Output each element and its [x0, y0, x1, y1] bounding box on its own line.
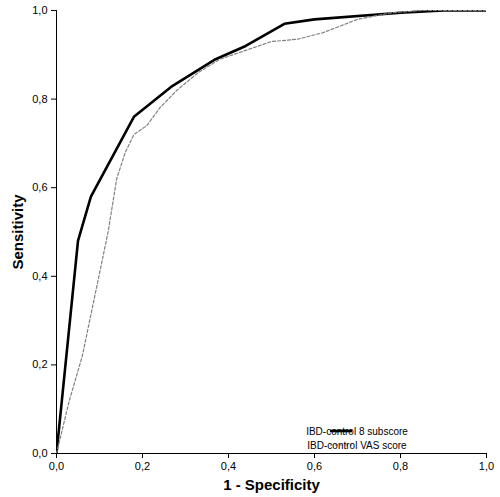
- svg-text:IBD-control VAS score: IBD-control VAS score: [307, 440, 407, 451]
- svg-text:0,4: 0,4: [221, 460, 236, 472]
- svg-text:0,4: 0,4: [32, 270, 47, 282]
- svg-text:0,8: 0,8: [393, 460, 408, 472]
- svg-text:1,0: 1,0: [32, 4, 47, 16]
- svg-text:0,2: 0,2: [32, 358, 47, 370]
- svg-text:IBD-control 8 subscore: IBD-control 8 subscore: [306, 426, 408, 437]
- svg-text:0,0: 0,0: [49, 460, 64, 472]
- svg-text:Sensitivity: Sensitivity: [9, 194, 26, 270]
- svg-text:0,6: 0,6: [307, 460, 322, 472]
- svg-text:0,2: 0,2: [135, 460, 150, 472]
- svg-text:1,0: 1,0: [479, 460, 494, 472]
- svg-text:1 - Specificity: 1 - Specificity: [223, 476, 320, 493]
- svg-text:0,6: 0,6: [32, 181, 47, 193]
- svg-text:0,0: 0,0: [32, 447, 47, 459]
- svg-text:0,8: 0,8: [32, 93, 47, 105]
